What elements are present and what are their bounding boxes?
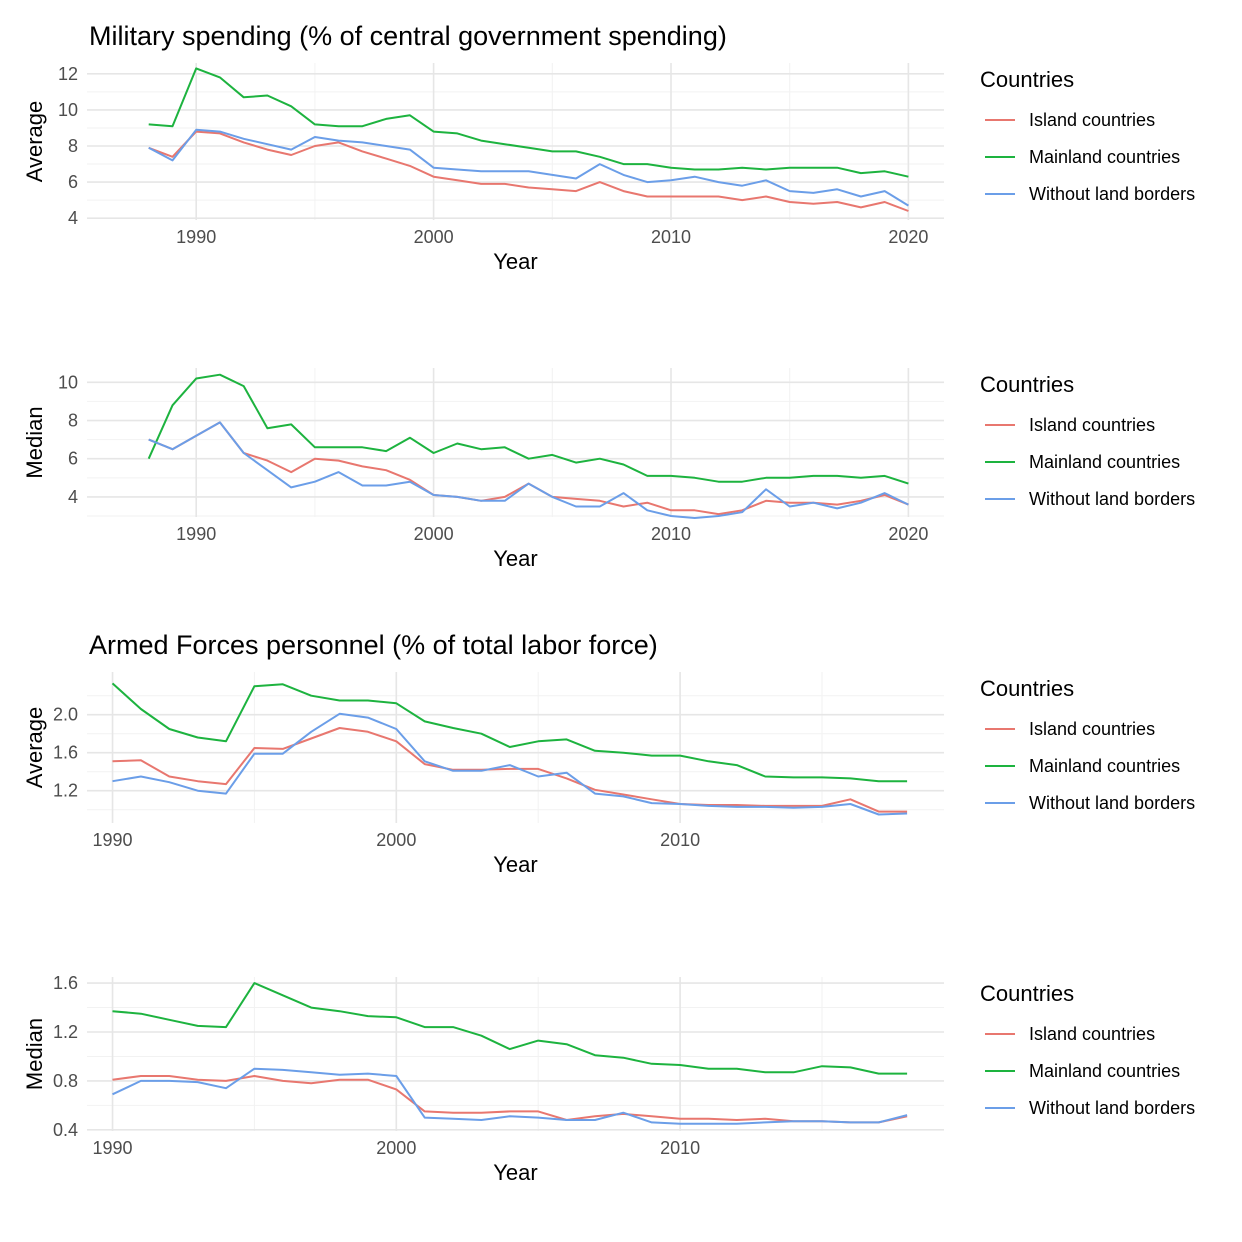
panel0-y-tick-label: 10 <box>58 100 78 120</box>
panel2-x-tick-label: 2010 <box>660 830 700 850</box>
panel1-y-tick-label: 8 <box>68 411 78 431</box>
section-title-military-spending: Military spending (% of central governme… <box>89 21 727 51</box>
panel0-x-tick-label: 2000 <box>414 227 454 247</box>
legend-title: Countries <box>980 676 1074 701</box>
panel3-x-axis-title: Year <box>493 1160 537 1185</box>
panel1-x-tick-label: 2010 <box>651 524 691 544</box>
panel1-series-mainland-countries <box>147 373 909 485</box>
legend-title: Countries <box>980 981 1074 1006</box>
section-title-armed-forces: Armed Forces personnel (% of total labor… <box>89 630 658 660</box>
panel1-legend: Countries Island countries Mainland countr… <box>980 372 1195 509</box>
legend-title: Countries <box>980 372 1074 397</box>
panel0-x-tick-label: 1990 <box>176 227 216 247</box>
legend-label-mainland-countries: Mainland countries <box>1029 1061 1180 1081</box>
panel2-legend: Countries Island countries Mainland countr… <box>980 676 1195 813</box>
panel1-y-tick-label: 4 <box>68 487 78 507</box>
legend-label-without-land-borders: Without land borders <box>1029 793 1195 813</box>
legend-label-mainland-countries: Mainland countries <box>1029 452 1180 472</box>
panel0-series-island-countries <box>148 130 909 212</box>
panel0-y-axis-title: Average <box>22 101 47 183</box>
panel3-series-island-countries <box>112 1075 908 1124</box>
panel-military-average: 1990 2000 2010 2020 4 6 8 10 12 Year Average Countr… <box>22 63 1195 274</box>
legend-label-without-land-borders: Without land borders <box>1029 184 1195 204</box>
panel3-y-tick-label: 1.2 <box>53 1022 78 1042</box>
panel3-x-tick-label: 2010 <box>660 1138 700 1158</box>
panel3-series-without-land-borders <box>112 1067 908 1125</box>
panel3-y-tick-label: 1.6 <box>53 973 78 993</box>
panel2-y-axis-title: Average <box>22 707 47 789</box>
panel1-series-island-countries <box>148 421 909 516</box>
panel3-x-tick-label: 2000 <box>376 1138 416 1158</box>
legend-label-island-countries: Island countries <box>1029 415 1155 435</box>
panel0-y-tick-label: 4 <box>68 208 78 228</box>
legend-label-island-countries: Island countries <box>1029 719 1155 739</box>
legend-label-island-countries: Island countries <box>1029 1024 1155 1044</box>
panel-armed-forces-median: 1990 2000 2010 0.4 0.8 1.2 1.6 Year Median Countr… <box>22 973 1195 1185</box>
panel3-y-tick-label: 0.8 <box>53 1071 78 1091</box>
panel2-series-island-countries <box>112 727 908 813</box>
panel1-x-axis-title: Year <box>493 546 537 571</box>
panel2-series-without-land-borders <box>112 712 908 816</box>
panel2-y-tick-label: 1.2 <box>53 781 78 801</box>
panel3-y-axis-title: Median <box>22 1018 47 1090</box>
panel0-y-tick-label: 8 <box>68 136 78 156</box>
panel2-series-mainland-countries <box>111 682 908 783</box>
legend-label-without-land-borders: Without land borders <box>1029 489 1195 509</box>
panel2-x-tick-label: 2000 <box>376 830 416 850</box>
panel2-x-axis-title: Year <box>493 852 537 877</box>
panel2-y-tick-label: 1.6 <box>53 743 78 763</box>
panel3-y-tick-label: 0.4 <box>53 1120 78 1140</box>
panel1-x-tick-label: 1990 <box>176 524 216 544</box>
panel1-x-tick-label: 2000 <box>414 524 454 544</box>
panel-armed-forces-average: 1990 2000 2010 1.2 1.6 2.0 Year Average Countrie… <box>22 672 1195 877</box>
panel0-y-tick-label: 6 <box>68 172 78 192</box>
panel0-x-tick-label: 2010 <box>651 227 691 247</box>
panel0-series-mainland-countries <box>148 67 909 178</box>
legend-label-island-countries: Island countries <box>1029 110 1155 130</box>
panel0-x-tick-label: 2020 <box>888 227 928 247</box>
panel3-series-mainland-countries <box>112 982 908 1075</box>
panel1-y-tick-label: 10 <box>58 372 78 392</box>
panel0-y-tick-label: 12 <box>58 64 78 84</box>
legend-label-mainland-countries: Mainland countries <box>1029 147 1180 167</box>
legend-label-without-land-borders: Without land borders <box>1029 1098 1195 1118</box>
legend-label-mainland-countries: Mainland countries <box>1029 756 1180 776</box>
panel1-x-tick-label: 2020 <box>888 524 928 544</box>
panel0-series-without-land-borders <box>148 128 909 207</box>
panel2-x-tick-label: 1990 <box>93 830 133 850</box>
legend-title: Countries <box>980 67 1074 92</box>
panel0-legend: Countries Island countries Mainland countr… <box>980 67 1195 204</box>
panel-military-median: 1990 2000 2010 2020 4 6 8 10 Year Median Countries… <box>22 368 1195 571</box>
panel0-x-axis-title: Year <box>493 249 537 274</box>
panel3-legend: Countries Island countries Mainland countr… <box>980 981 1195 1118</box>
panel1-y-axis-title: Median <box>22 406 47 478</box>
panel2-y-tick-label: 2.0 <box>53 705 78 725</box>
panel1-y-tick-label: 6 <box>68 449 78 469</box>
panel1-series-without-land-borders <box>148 421 909 519</box>
panel3-x-tick-label: 1990 <box>93 1138 133 1158</box>
